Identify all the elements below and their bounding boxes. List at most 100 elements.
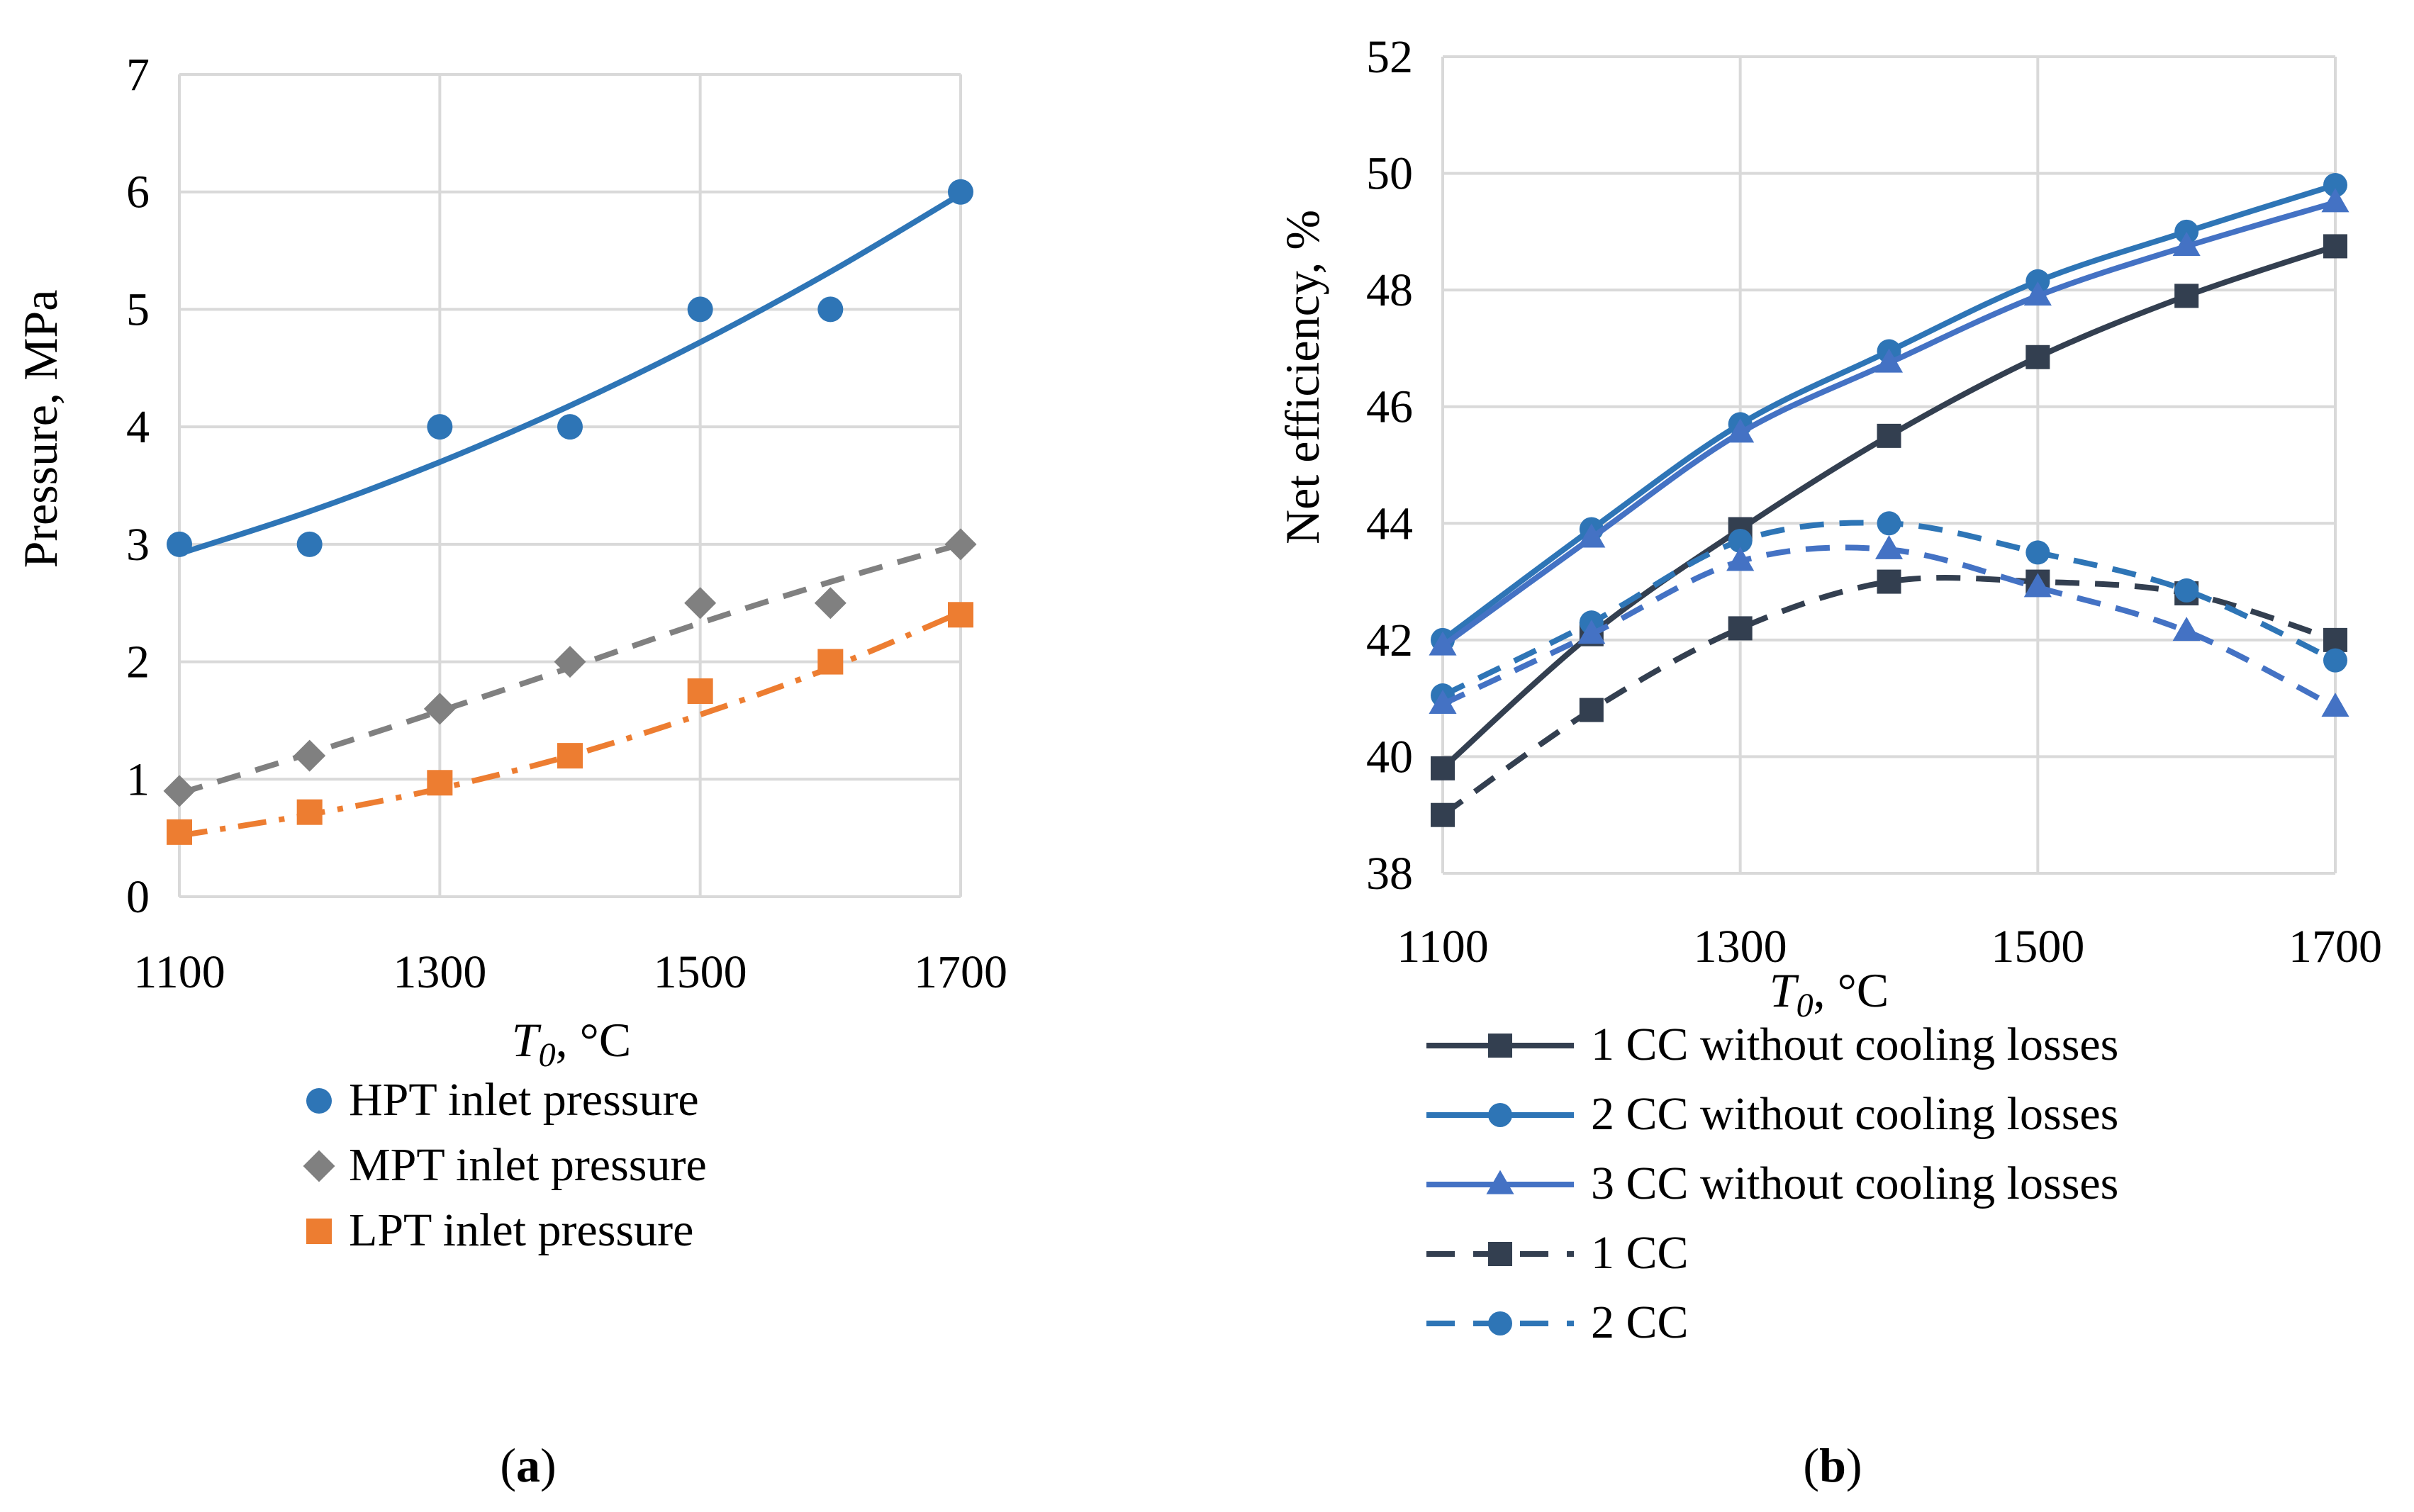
chart-a-legend-label-2: MPT inlet pressure <box>349 1139 707 1191</box>
chart-a-point-1 <box>687 296 713 323</box>
chart-b-point-2 <box>2174 219 2199 244</box>
chart-a-legend-marker-2 <box>303 1150 335 1182</box>
chart-b-point-6 <box>1726 547 1755 571</box>
chart-b-point-2 <box>2025 269 2050 293</box>
chart-b-x-label-unit: , °C <box>1814 963 1889 1017</box>
chart-b-series-line-1 <box>1441 243 2337 771</box>
chart-b-point-4 <box>1579 698 1604 722</box>
chart-b-x-tick-label: 1700 <box>2289 921 2382 973</box>
chart-a-x-label-unit: , °C <box>556 1013 632 1067</box>
chart-a-point-2 <box>294 739 326 772</box>
chart-b-point-1 <box>1431 756 1455 780</box>
chart-b-legend-label-2: 2 CC without cooling losses <box>1591 1088 2118 1140</box>
chart-a-point-1 <box>167 531 192 557</box>
chart-b-point-6 <box>2321 693 2349 717</box>
chart-b-point-6 <box>2172 617 2201 642</box>
chart-b-point-3 <box>2172 232 2201 257</box>
chart-b-y-tick-label: 50 <box>1366 148 1413 200</box>
chart-b-point-1 <box>2323 234 2347 259</box>
chart-b-legend-marker-5 <box>1488 1311 1512 1335</box>
chart-b-x-tick-label: 1100 <box>1397 921 1489 973</box>
chart-b-point-4 <box>1431 802 1455 827</box>
chart-a-trendline-1 <box>178 191 963 556</box>
chart-a-y-tick-label: 1 <box>126 754 150 805</box>
chart-b-point-3 <box>1874 348 1904 373</box>
chart-b-legend-label-1: 1 CC without cooling losses <box>1591 1019 2118 1070</box>
chart-b-y-tick-label: 44 <box>1366 498 1413 549</box>
chart-a-point-1 <box>948 179 973 205</box>
chart-b-x-tick-label: 1300 <box>1694 921 1787 973</box>
chart-a-x-tick-label: 1300 <box>393 946 486 998</box>
chart-b: Net efficiency, % T0, °C (b) 38 40 42 44 46 4… <box>1275 31 2382 1492</box>
chart-a-point-3 <box>296 799 323 825</box>
chart-b-point-3 <box>1429 631 1457 656</box>
chart-b-x-axis-label: T0, °C <box>1770 963 1889 1024</box>
chart-a-x-tick-label: 1500 <box>654 946 747 998</box>
chart-b-caption: (b) <box>1803 1438 1862 1492</box>
chart-a-y-tick-label: 4 <box>126 401 150 453</box>
chart-a-x-label-var: T <box>512 1013 542 1067</box>
chart-b-y-tick-label: 42 <box>1366 615 1413 666</box>
chart-a-x-tick-label: 1700 <box>914 946 1007 998</box>
chart-a-point-3 <box>427 770 453 796</box>
chart-b-caption-letter: b <box>1819 1438 1846 1492</box>
chart-b-point-3 <box>1726 418 1755 443</box>
chart-b-point-6 <box>2023 573 2052 598</box>
chart-a-legend-label-1: HPT inlet pressure <box>349 1074 699 1126</box>
chart-a-point-3 <box>817 649 844 675</box>
chart-a-point-1 <box>296 531 323 557</box>
chart-a-point-1 <box>557 414 583 440</box>
chart-b-point-5 <box>2174 578 2199 603</box>
chart-b-y-tick-label: 46 <box>1366 381 1413 433</box>
chart-b-point-5 <box>2323 648 2347 673</box>
chart-a-y-tick-label: 0 <box>126 871 150 923</box>
chart-b-point-6 <box>1874 534 1904 559</box>
chart-a-x-axis-label: T0, °C <box>512 1013 631 1074</box>
chart-b-point-5 <box>1728 528 1753 553</box>
chart-b-legend-label-4: 1 CC <box>1591 1227 1689 1279</box>
chart-a-point-3 <box>948 602 973 628</box>
chart-a-x-tick-label: 1100 <box>133 946 225 998</box>
chart-b-x-label-var: T <box>1770 963 1799 1017</box>
chart-b-point-4 <box>1877 569 1901 594</box>
chart-b-point-1 <box>2174 284 2199 308</box>
chart-a-legend-label-3: LPT inlet pressure <box>349 1204 693 1256</box>
chart-b-legend-marker-4 <box>1488 1242 1512 1266</box>
chart-b-point-1 <box>1877 423 1901 448</box>
chart-a-y-axis-label: Pressure, MPa <box>13 290 67 569</box>
chart-b-legend-marker-1 <box>1488 1034 1512 1058</box>
chart-b-point-6 <box>1577 620 1606 644</box>
chart-b-series-line-4 <box>1441 575 2337 817</box>
chart-a-point-2 <box>163 775 196 807</box>
chart-b-point-5 <box>1877 511 1901 536</box>
chart-a-point-1 <box>817 296 844 323</box>
chart-a-legend-marker-1 <box>306 1088 332 1114</box>
chart-b-legend-marker-3 <box>1486 1170 1514 1194</box>
chart-a-y-tick-label: 7 <box>126 49 150 101</box>
chart-b-legend-label-5: 2 CC <box>1591 1297 1689 1348</box>
chart-a-point-2 <box>423 693 456 725</box>
chart-b-x-tick-label: 1500 <box>1991 921 2084 973</box>
chart-b-point-4 <box>2323 627 2347 652</box>
chart-b-y-tick-label: 40 <box>1366 731 1413 783</box>
chart-b-point-4 <box>1728 616 1753 641</box>
chart-a-y-tick-label: 5 <box>126 284 150 335</box>
chart-a-point-3 <box>557 743 583 769</box>
chart-b-point-5 <box>2025 540 2050 565</box>
chart-a-caption: (a) <box>500 1438 556 1492</box>
chart-b-point-3 <box>2023 281 2052 306</box>
chart-b-point-3 <box>1577 523 1606 548</box>
chart-b-y-tick-label: 52 <box>1366 31 1413 83</box>
chart-b-point-3 <box>2321 188 2349 213</box>
chart-a-point-1 <box>427 414 453 440</box>
chart-a-point-2 <box>684 587 717 620</box>
chart-a-point-2 <box>554 646 586 678</box>
chart-a-y-tick-label: 2 <box>126 637 150 688</box>
chart-a-x-label-sub: 0 <box>539 1036 556 1074</box>
chart-a-caption-letter: a <box>516 1438 540 1492</box>
chart-a-legend-marker-3 <box>306 1219 332 1244</box>
chart-a-point-3 <box>687 678 713 704</box>
chart-a-y-tick-label: 6 <box>126 167 150 218</box>
